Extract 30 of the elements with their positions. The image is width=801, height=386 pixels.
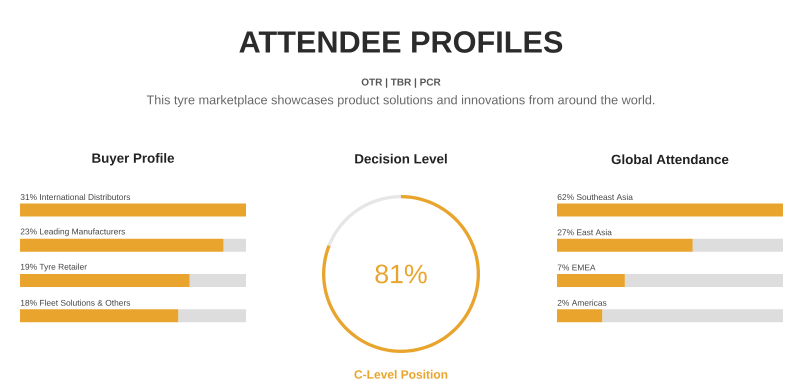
y-tick-label: 19% Tyre Retailer — [20, 264, 87, 272]
bar — [20, 238, 224, 252]
bar — [190, 274, 246, 288]
bar — [557, 238, 693, 252]
bar — [557, 309, 602, 322]
bar — [20, 203, 246, 217]
bar — [624, 274, 783, 288]
bar — [20, 309, 178, 322]
y-tick-label: 2% Americas — [558, 300, 606, 306]
bar — [602, 309, 783, 322]
text: OTR | TBR | PCR — [362, 78, 441, 88]
text: This tyre marketplace showcases product solutions and innovations from around the world. — [146, 95, 654, 107]
y-tick-label: 18% Fleet Solutions & Others — [20, 300, 130, 306]
bar — [178, 309, 246, 322]
chart-title: Decision Level — [355, 154, 447, 164]
y-tick-label: 7% EMEA — [558, 264, 596, 270]
y-tick-label: 62% Southeast Asia — [558, 194, 633, 200]
bar — [223, 238, 246, 252]
bar — [20, 274, 190, 288]
chart-title: Buyer Profile — [92, 153, 174, 166]
y-tick-label: 27% East Asia — [558, 229, 612, 236]
chart-title: Global Attendance — [612, 154, 728, 164]
bar — [557, 203, 783, 217]
slice-label: C-Level Position — [354, 370, 448, 379]
bar — [692, 238, 783, 252]
data-label: 81% — [375, 264, 427, 284]
y-tick-label: 31% International Distributors — [20, 194, 130, 200]
bar — [557, 274, 625, 288]
text: ATTENDEE PROFILES — [239, 31, 562, 53]
y-tick-label: 23% Leading Manufacturers — [20, 228, 126, 236]
